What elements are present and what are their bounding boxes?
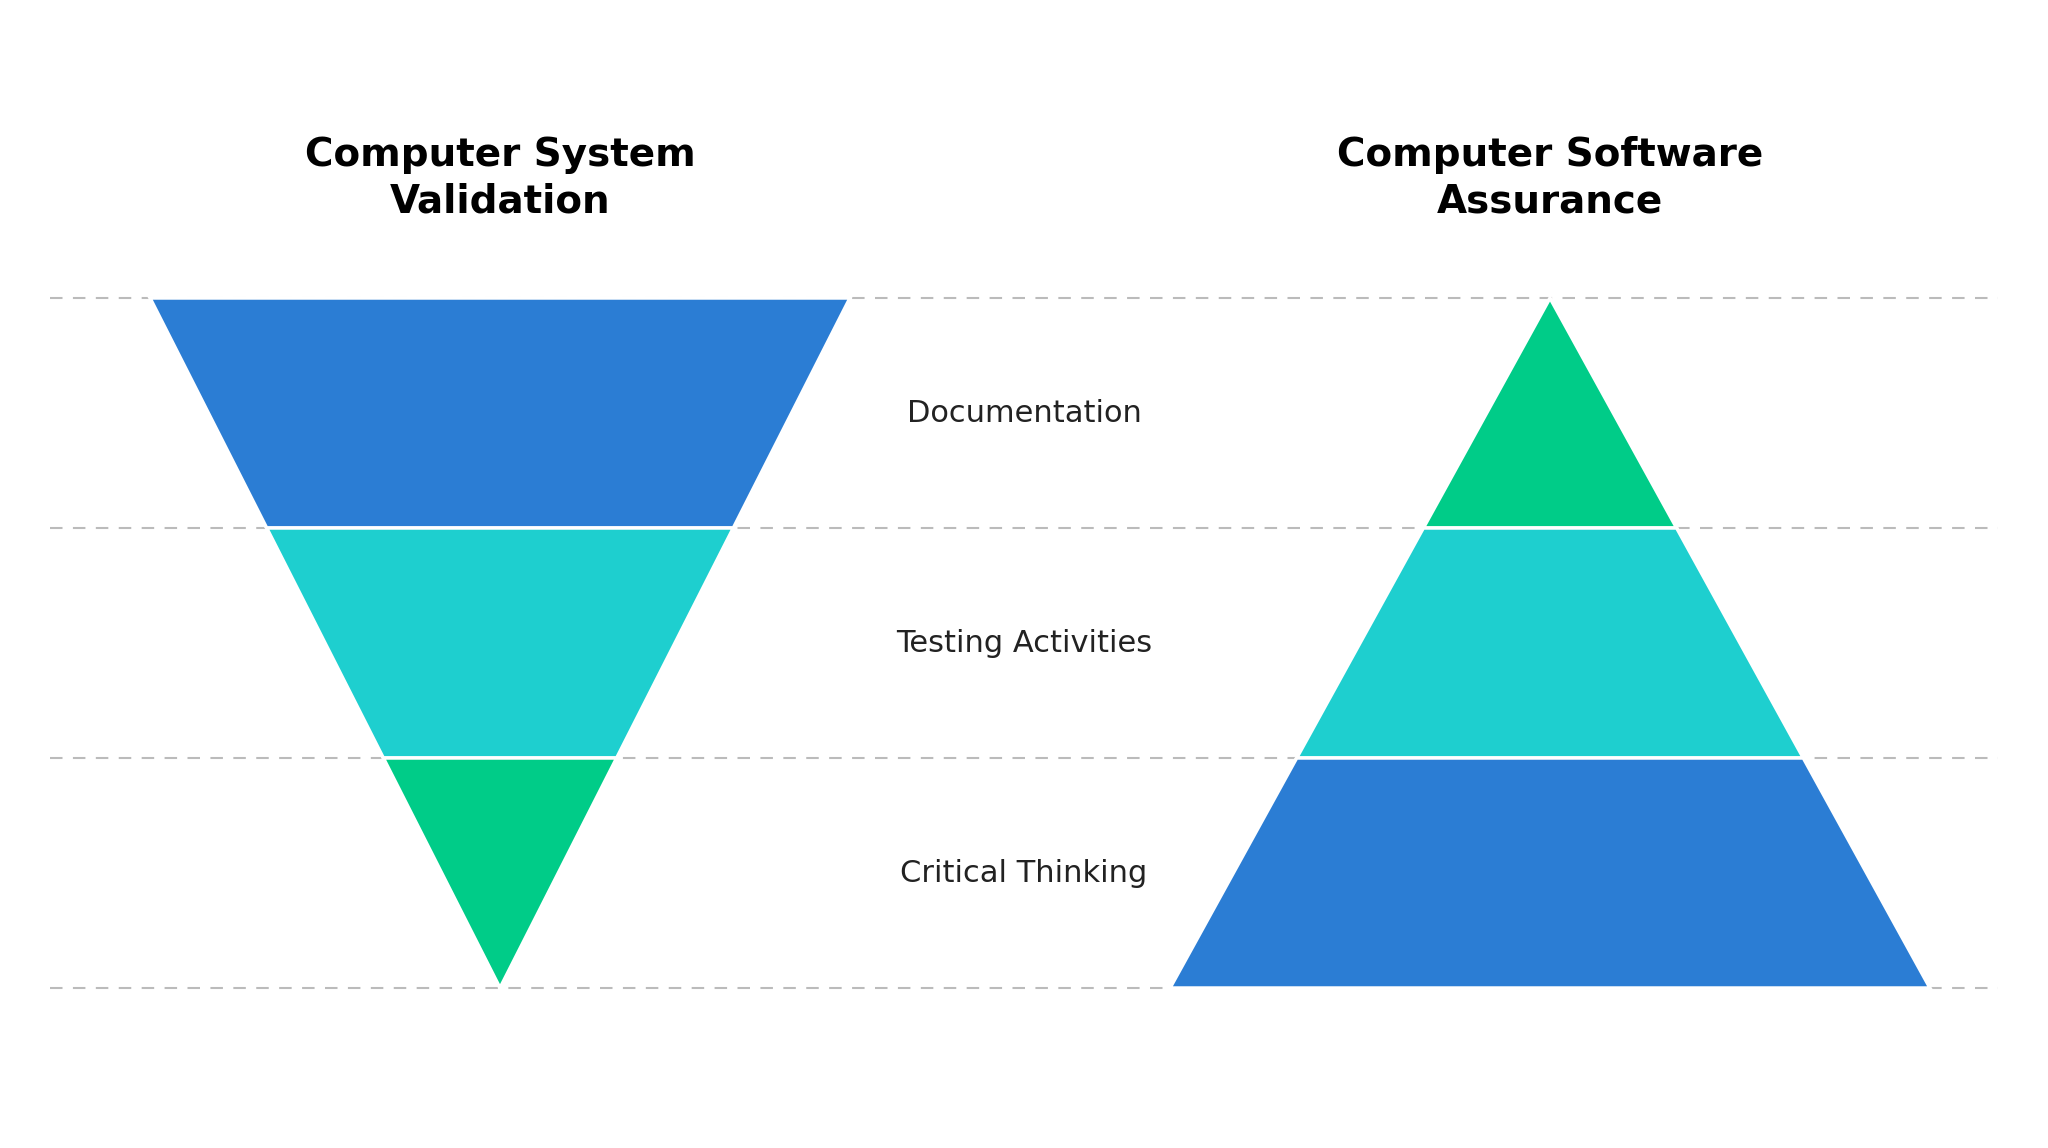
Text: Critical Thinking: Critical Thinking [901,859,1147,887]
Polygon shape [1296,528,1804,758]
Polygon shape [1423,298,1677,528]
Text: Documentation: Documentation [907,398,1141,427]
Polygon shape [266,528,733,758]
Polygon shape [1169,758,1929,988]
Text: Computer System
Validation: Computer System Validation [305,135,696,220]
Polygon shape [150,298,850,528]
Polygon shape [383,758,616,988]
Text: Testing Activities: Testing Activities [895,628,1153,658]
Text: Computer Software
Assurance: Computer Software Assurance [1337,135,1763,220]
